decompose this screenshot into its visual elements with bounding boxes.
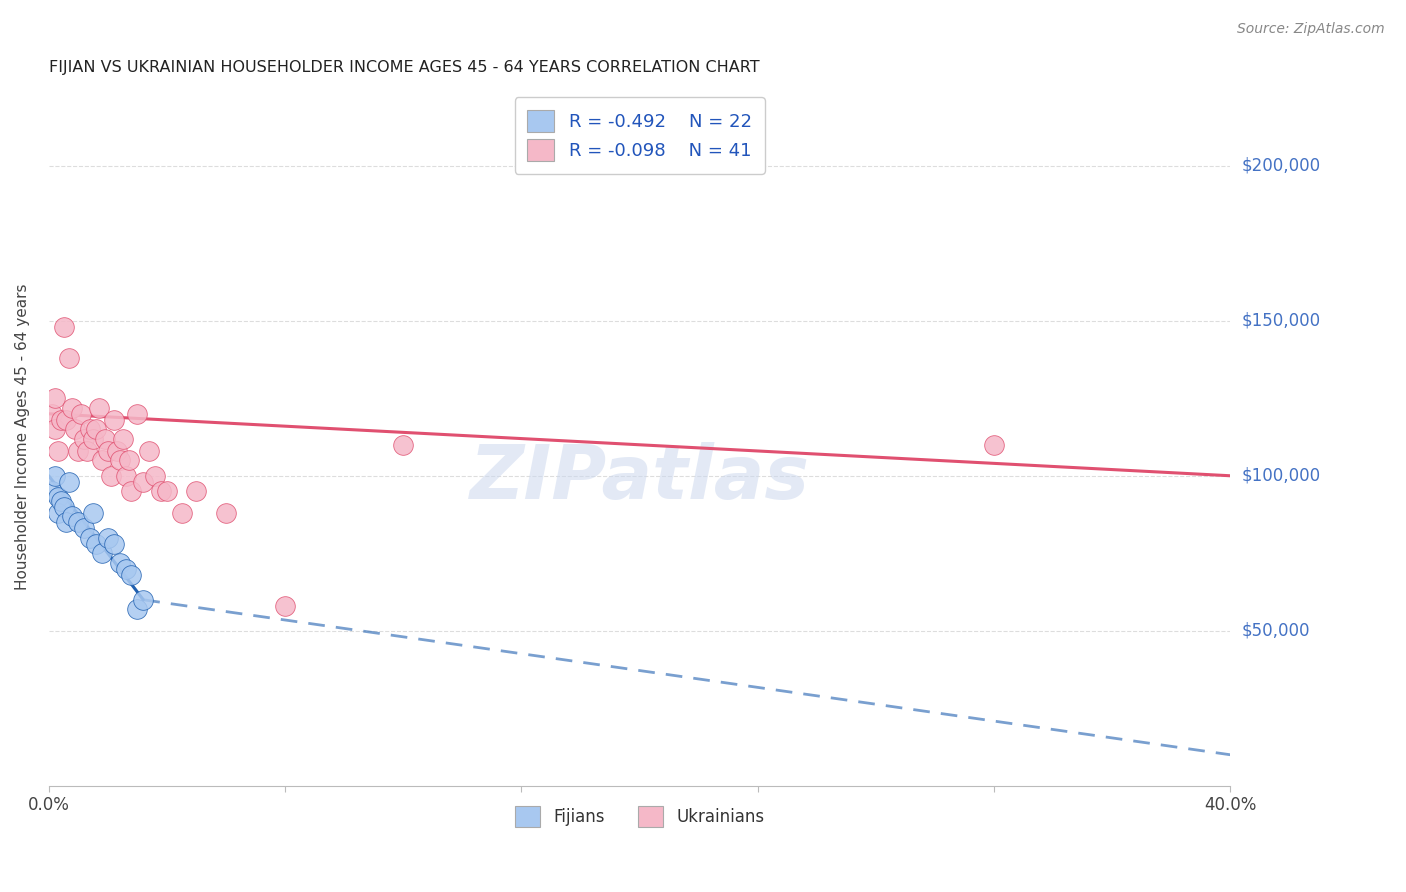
Text: $100,000: $100,000 [1241, 467, 1320, 484]
Point [90, 546, 112, 560]
Point [97, 531, 120, 545]
Text: $200,000: $200,000 [1241, 157, 1320, 175]
Point [97, 444, 120, 458]
Point [49, 413, 72, 427]
Point [121, 568, 143, 582]
Point [84, 422, 107, 436]
Point [138, 444, 160, 458]
Point [90, 453, 112, 467]
Point [274, 599, 297, 613]
Point [67, 516, 90, 530]
Point [44, 468, 66, 483]
Point [156, 484, 179, 499]
Point [49, 493, 72, 508]
Point [127, 407, 149, 421]
Point [121, 484, 143, 499]
Point [52, 320, 75, 334]
Point [82, 506, 104, 520]
Point [70, 407, 93, 421]
Point [46, 491, 69, 505]
Point [46, 444, 69, 458]
Point [108, 556, 131, 570]
Point [132, 475, 155, 489]
Point [58, 475, 80, 489]
Point [41, 407, 63, 421]
Point [76, 444, 98, 458]
Point [55, 413, 77, 427]
Point [143, 468, 166, 483]
Point [111, 432, 134, 446]
Text: FIJIAN VS UKRAINIAN HOUSEHOLDER INCOME AGES 45 - 64 YEARS CORRELATION CHART: FIJIAN VS UKRAINIAN HOUSEHOLDER INCOME A… [49, 60, 759, 75]
Text: ZIPatlas: ZIPatlas [470, 442, 810, 516]
Point [114, 562, 136, 576]
Point [73, 521, 96, 535]
Point [127, 602, 149, 616]
Point [84, 537, 107, 551]
Point [46, 506, 69, 520]
Point [170, 506, 193, 520]
Point [44, 422, 66, 436]
Point [114, 468, 136, 483]
Point [100, 468, 122, 483]
Point [52, 500, 75, 514]
Point [215, 506, 238, 520]
Point [41, 484, 63, 499]
Text: $150,000: $150,000 [1241, 312, 1320, 330]
Point [79, 422, 101, 436]
Point [79, 531, 101, 545]
Text: $50,000: $50,000 [1241, 622, 1310, 640]
Point [67, 444, 90, 458]
Point [983, 438, 1005, 452]
Point [103, 537, 125, 551]
Point [392, 438, 415, 452]
Text: Source: ZipAtlas.com: Source: ZipAtlas.com [1237, 22, 1385, 37]
Point [103, 413, 125, 427]
Point [94, 432, 117, 446]
Point [60, 401, 83, 415]
Point [73, 432, 96, 446]
Point [150, 484, 173, 499]
Y-axis label: Householder Income Ages 45 - 64 years: Householder Income Ages 45 - 64 years [15, 284, 30, 591]
Point [132, 592, 155, 607]
Point [117, 453, 139, 467]
Point [87, 401, 110, 415]
Point [82, 432, 104, 446]
Point [55, 516, 77, 530]
Point [186, 484, 208, 499]
Point [44, 391, 66, 405]
Point [105, 444, 128, 458]
Legend: Fijians, Ukrainians: Fijians, Ukrainians [508, 799, 770, 833]
Point [60, 509, 83, 524]
Point [65, 422, 87, 436]
Point [58, 351, 80, 365]
Point [108, 453, 131, 467]
